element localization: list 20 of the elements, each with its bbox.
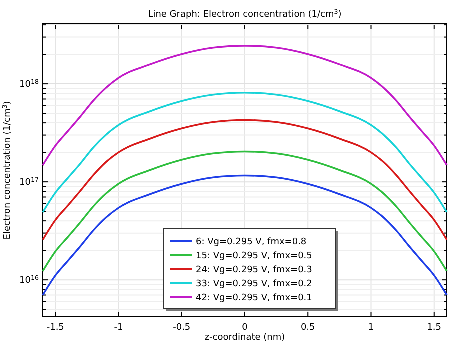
- line-series: [42, 45, 448, 166]
- y-tick-label: 10$^{18}$: [20, 78, 39, 90]
- legend-label: 15: Vg=0.295 V, fmx=0.5: [196, 252, 312, 262]
- legend-label: 33: Vg=0.295 V, fmx=0.2: [196, 280, 312, 290]
- x-tick-label: 1: [368, 323, 374, 333]
- line-series: [42, 150, 448, 272]
- line-series: [42, 92, 448, 214]
- y-tick-label: 10$^{17}$: [20, 176, 39, 188]
- x-axis-title: z-coordinate (nm): [204, 333, 286, 342]
- y-tick-label: 10$^{16}$: [20, 274, 39, 286]
- x-tick-label: 0.5: [300, 323, 316, 333]
- legend-label: 42: Vg=0.295 V, fmx=0.1: [196, 294, 312, 304]
- x-tick-label: 1.5: [427, 323, 442, 333]
- chart-title: Line Graph: Electron concentration (1/cm$^{3}$): [148, 8, 342, 20]
- x-tick-label: -0.5: [173, 323, 191, 333]
- legend-label: 6: Vg=0.295 V, fmx=0.8: [196, 238, 307, 248]
- x-tick-label: -1.5: [46, 323, 64, 333]
- x-tick-label: -1: [114, 323, 124, 333]
- x-tick-label: 0: [242, 323, 248, 333]
- legend-label: 24: Vg=0.295 V, fmx=0.3: [196, 266, 312, 276]
